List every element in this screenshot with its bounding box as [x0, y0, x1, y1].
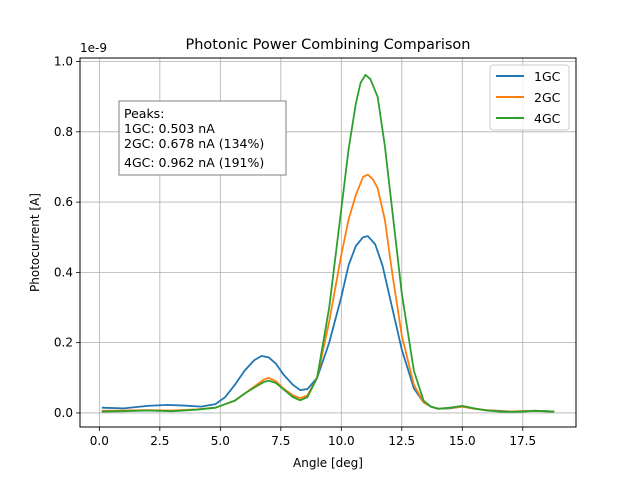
annotation-line: Peaks:	[124, 106, 164, 121]
x-tick-label: 12.5	[388, 434, 415, 448]
annotation-line: 1GC: 0.503 nA	[124, 121, 215, 136]
legend-label: 1GC	[534, 69, 561, 84]
legend-label: 4GC	[534, 111, 561, 126]
y-tick-label: 0.4	[54, 265, 73, 279]
y-tick-label: 0.8	[54, 125, 73, 139]
x-axis-label: Angle [deg]	[293, 456, 363, 470]
x-tick-label: 2.5	[150, 434, 169, 448]
legend-box	[489, 64, 570, 131]
y-tick-label: 0.6	[54, 195, 73, 209]
legend: 1GC 2GC 4GC	[489, 64, 570, 131]
y-axis: 0.0 0.2 0.4 0.6 0.8 1.0	[54, 55, 80, 420]
y-axis-label: Photocurrent [A]	[28, 193, 42, 292]
x-tick-label: 7.5	[271, 434, 290, 448]
series-line-4GC	[101, 73, 555, 413]
peaks-annotation: Peaks: 1GC: 0.503 nA 2GC: 0.678 nA (134%…	[118, 100, 287, 176]
x-tick-label: 10.0	[328, 434, 355, 448]
x-tick-label: 17.5	[509, 434, 536, 448]
x-tick-label: 5.0	[211, 434, 230, 448]
y-tick-label: 1.0	[54, 55, 73, 69]
plot-frame	[79, 57, 577, 428]
y-tick-label: 0.0	[54, 406, 73, 420]
chart-title: Photonic Power Combining Comparison	[185, 37, 470, 53]
annotation-line: 4GC: 0.962 nA (191%)	[124, 155, 264, 170]
annotation-line: 2GC: 0.678 nA (134%)	[124, 136, 264, 151]
annotation-box	[118, 100, 287, 176]
legend-label: 2GC	[534, 90, 561, 105]
x-tick-label: 0.0	[90, 434, 109, 448]
y-scale-label: 1e-9	[80, 41, 107, 55]
x-axis: 0.0 2.5 5.0 7.5 10.0 12.5 15.0 17.5	[90, 427, 536, 448]
series-layer	[101, 73, 555, 413]
x-tick-label: 15.0	[449, 434, 476, 448]
y-tick-label: 0.2	[54, 336, 73, 350]
